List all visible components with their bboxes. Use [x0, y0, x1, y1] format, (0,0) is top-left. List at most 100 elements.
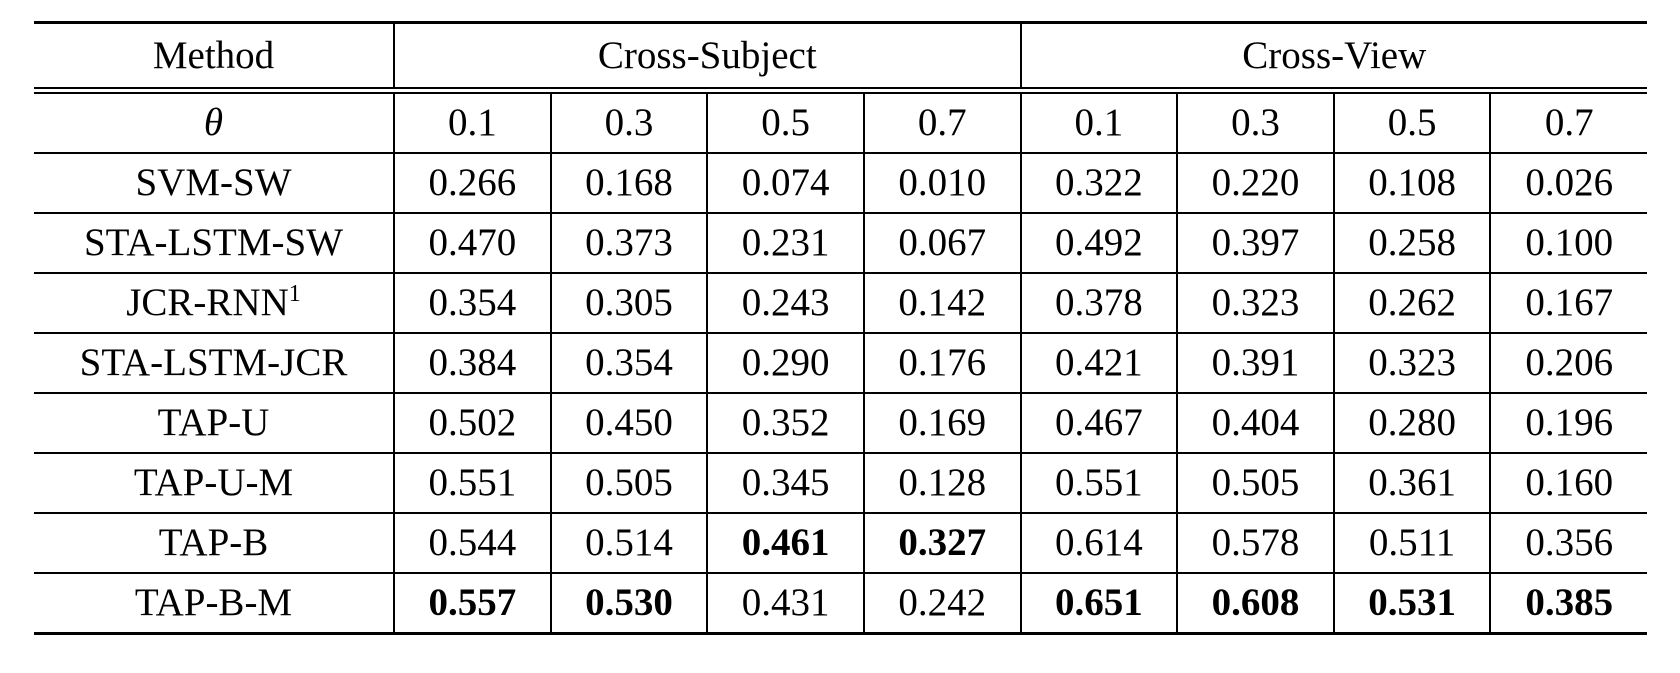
header-cross-subject: Cross-Subject: [393, 21, 1022, 92]
value-cell: 0.160: [1489, 452, 1648, 514]
value-cell: 0.551: [1019, 452, 1179, 514]
value-cell: 0.356: [1489, 512, 1648, 574]
table-row: TAP-B-M 0.557 0.530 0.431 0.242 0.651 0.608 0.5…: [34, 572, 1648, 635]
value-cell: 0.242: [862, 572, 1022, 635]
value-cell: 0.176: [862, 332, 1022, 394]
table-row: SVM-SW 0.266 0.168 0.074 0.010 0.322 0.220 0.10…: [34, 152, 1648, 214]
value-cell: 0.352: [706, 392, 865, 454]
value-cell: 0.220: [1176, 152, 1335, 214]
value-cell: 0.361: [1332, 452, 1492, 514]
method-cell: STA-LSTM-JCR: [34, 332, 395, 394]
value-cell: 0.467: [1019, 392, 1179, 454]
value-cell: 0.378: [1019, 272, 1179, 334]
table-row: STA-LSTM-SW 0.470 0.373 0.231 0.067 0.492 0.39…: [34, 212, 1648, 274]
value-cell: 0.327: [862, 512, 1022, 574]
method-name: SVM-SW: [135, 161, 292, 204]
method-cell: JCR-RNN1: [34, 272, 395, 334]
value-cell: 0.100: [1489, 212, 1648, 274]
value-cell: 0.551: [393, 452, 552, 514]
value-cell: 0.231: [706, 212, 865, 274]
value-cell: 0.373: [549, 212, 709, 274]
table-row: TAP-U-M 0.551 0.505 0.345 0.128 0.551 0.505 0.3…: [34, 452, 1648, 514]
value-cell: 0.514: [549, 512, 709, 574]
value-cell: 0.544: [393, 512, 552, 574]
value-cell: 0.108: [1332, 152, 1492, 214]
value-cell: 0.206: [1489, 332, 1648, 394]
value-cell: 0.128: [862, 452, 1022, 514]
value-cell: 0.461: [706, 512, 865, 574]
value-cell: 0.290: [706, 332, 865, 394]
method-cell: STA-LSTM-SW: [34, 212, 395, 274]
results-table-container: Method Cross-Subject Cross-View θ 0.1 0.…: [34, 21, 1648, 635]
value-cell: 0.010: [862, 152, 1022, 214]
threshold-cell: 0.5: [1332, 87, 1492, 154]
value-cell: 0.196: [1489, 392, 1648, 454]
value-cell: 0.578: [1176, 512, 1335, 574]
threshold-cell: 0.7: [862, 87, 1022, 154]
value-cell: 0.492: [1019, 212, 1179, 274]
value-cell: 0.404: [1176, 392, 1335, 454]
value-cell: 0.431: [706, 572, 865, 635]
value-cell: 0.470: [393, 212, 552, 274]
value-cell: 0.074: [706, 152, 865, 214]
value-cell: 0.530: [549, 572, 709, 635]
value-cell: 0.505: [1176, 452, 1335, 514]
threshold-cell: 0.3: [1176, 87, 1335, 154]
method-cell: TAP-U: [34, 392, 395, 454]
threshold-row: θ 0.1 0.3 0.5 0.7 0.1 0.3 0.5 0.7: [34, 87, 1648, 154]
method-name: STA-LSTM-SW: [83, 221, 344, 264]
header-cross-view: Cross-View: [1019, 21, 1648, 92]
method-name: JCR-RNN: [126, 281, 289, 324]
value-cell: 0.280: [1332, 392, 1492, 454]
value-cell: 0.608: [1176, 572, 1335, 635]
value-cell: 0.421: [1019, 332, 1179, 394]
value-cell: 0.511: [1332, 512, 1492, 574]
threshold-cell: 0.7: [1489, 87, 1648, 154]
value-cell: 0.167: [1489, 272, 1648, 334]
value-cell: 0.354: [393, 272, 552, 334]
header-method: Method: [34, 21, 395, 92]
value-cell: 0.266: [393, 152, 552, 214]
value-cell: 0.345: [706, 452, 865, 514]
value-cell: 0.354: [549, 332, 709, 394]
value-cell: 0.651: [1019, 572, 1179, 635]
header-row: Method Cross-Subject Cross-View: [34, 21, 1648, 92]
threshold-cell: 0.1: [393, 87, 552, 154]
footnote-marker: 1: [288, 281, 301, 307]
method-cell: TAP-B-M: [34, 572, 395, 635]
results-table: Method Cross-Subject Cross-View θ 0.1 0.…: [34, 21, 1648, 635]
value-cell: 0.614: [1019, 512, 1179, 574]
method-name: TAP-B-M: [134, 581, 293, 624]
value-cell: 0.067: [862, 212, 1022, 274]
value-cell: 0.323: [1176, 272, 1335, 334]
value-cell: 0.397: [1176, 212, 1335, 274]
value-cell: 0.323: [1332, 332, 1492, 394]
table-row: TAP-B 0.544 0.514 0.461 0.327 0.614 0.578 0.511…: [34, 512, 1648, 574]
value-cell: 0.322: [1019, 152, 1179, 214]
value-cell: 0.450: [549, 392, 709, 454]
value-cell: 0.385: [1489, 572, 1648, 635]
value-cell: 0.391: [1176, 332, 1335, 394]
method-cell: SVM-SW: [34, 152, 395, 214]
method-cell: TAP-U-M: [34, 452, 395, 514]
value-cell: 0.243: [706, 272, 865, 334]
value-cell: 0.531: [1332, 572, 1492, 635]
value-cell: 0.258: [1332, 212, 1492, 274]
method-name: TAP-U: [157, 401, 270, 444]
table-row: JCR-RNN1 0.354 0.305 0.243 0.142 0.378 0.323 0.…: [34, 272, 1648, 334]
value-cell: 0.557: [393, 572, 552, 635]
value-cell: 0.169: [862, 392, 1022, 454]
method-cell: TAP-B: [34, 512, 395, 574]
value-cell: 0.505: [549, 452, 709, 514]
value-cell: 0.168: [549, 152, 709, 214]
value-cell: 0.262: [1332, 272, 1492, 334]
method-name: TAP-B: [158, 521, 269, 564]
value-cell: 0.384: [393, 332, 552, 394]
value-cell: 0.305: [549, 272, 709, 334]
method-name: STA-LSTM-JCR: [79, 341, 348, 384]
threshold-cell: 0.1: [1019, 87, 1179, 154]
threshold-cell: 0.3: [549, 87, 709, 154]
value-cell: 0.026: [1489, 152, 1648, 214]
threshold-cell: 0.5: [706, 87, 865, 154]
value-cell: 0.502: [393, 392, 552, 454]
